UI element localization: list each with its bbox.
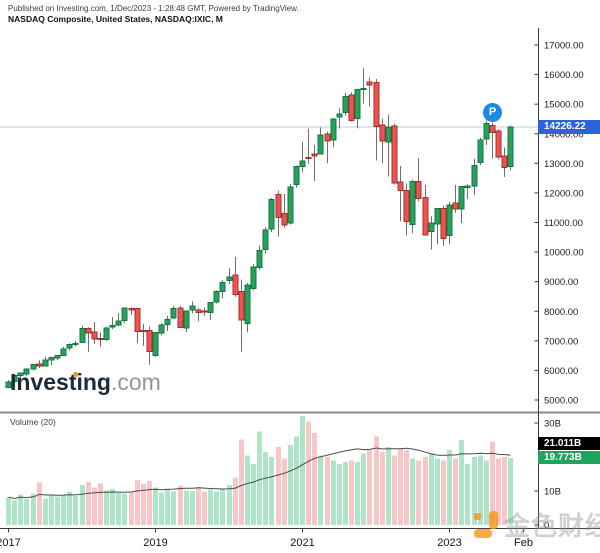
investing-logo: Investing.com <box>10 369 161 396</box>
volume-indicator-label[interactable]: Volume (20) <box>10 417 56 427</box>
svg-text:15000.00: 15000.00 <box>544 100 584 111</box>
jinse-logo-icon <box>474 511 498 538</box>
svg-text:Feb: Feb <box>514 537 533 549</box>
svg-text:30B: 30B <box>544 419 561 430</box>
candles-layer <box>5 68 514 389</box>
symbol-title: NASDAQ Composite, United States, NASDAQ:… <box>8 14 223 24</box>
svg-text:9000.00: 9000.00 <box>544 277 578 288</box>
jinse-watermark-text: 金色财经 <box>504 511 600 541</box>
current-price-label: 14226.22 <box>538 120 600 134</box>
publish-badge[interactable]: P <box>483 103 502 122</box>
price-axis[interactable]: 17000.00 16000.00 15000.00 14000.00 13000.00… <box>534 28 584 529</box>
volume-axis[interactable]: 30B 10B 0 <box>534 419 561 532</box>
svg-text:7000.00: 7000.00 <box>544 336 578 347</box>
svg-text:10B: 10B <box>544 487 561 498</box>
svg-text:2017: 2017 <box>0 537 21 549</box>
svg-text:5000.00: 5000.00 <box>544 396 578 407</box>
svg-text:6000.00: 6000.00 <box>544 366 578 377</box>
svg-text:16000.00: 16000.00 <box>544 70 584 81</box>
svg-text:2021: 2021 <box>290 537 314 549</box>
volume-ma-label: 21.011B <box>538 437 600 450</box>
published-line: Published on Investing.com, 1/Dec/2023 -… <box>8 4 299 13</box>
investing-logo-dot-icon <box>73 372 78 377</box>
current-volume-label: 19.773B <box>538 451 600 464</box>
jinse-watermark: 金色财经 <box>474 506 600 543</box>
svg-text:11000.00: 11000.00 <box>544 218 583 229</box>
investing-logo-text: Investing <box>10 369 111 395</box>
svg-text:13000.00: 13000.00 <box>544 159 584 170</box>
svg-text:17000.00: 17000.00 <box>544 41 584 52</box>
svg-text:8000.00: 8000.00 <box>544 307 578 318</box>
pane-separator[interactable] <box>0 411 600 414</box>
volume-layer <box>6 416 513 525</box>
svg-text:14000.00: 14000.00 <box>544 129 584 140</box>
svg-text:0: 0 <box>544 521 549 532</box>
svg-text:2023: 2023 <box>437 537 461 549</box>
svg-text:10000.00: 10000.00 <box>544 248 584 259</box>
time-axis[interactable]: 2017 2019 2021 2023 Feb <box>0 528 600 550</box>
investing-logo-suffix: .com <box>110 369 161 395</box>
svg-text:2019: 2019 <box>143 537 167 549</box>
svg-text:12000.00: 12000.00 <box>544 188 584 199</box>
volume-ma-line <box>8 447 511 500</box>
